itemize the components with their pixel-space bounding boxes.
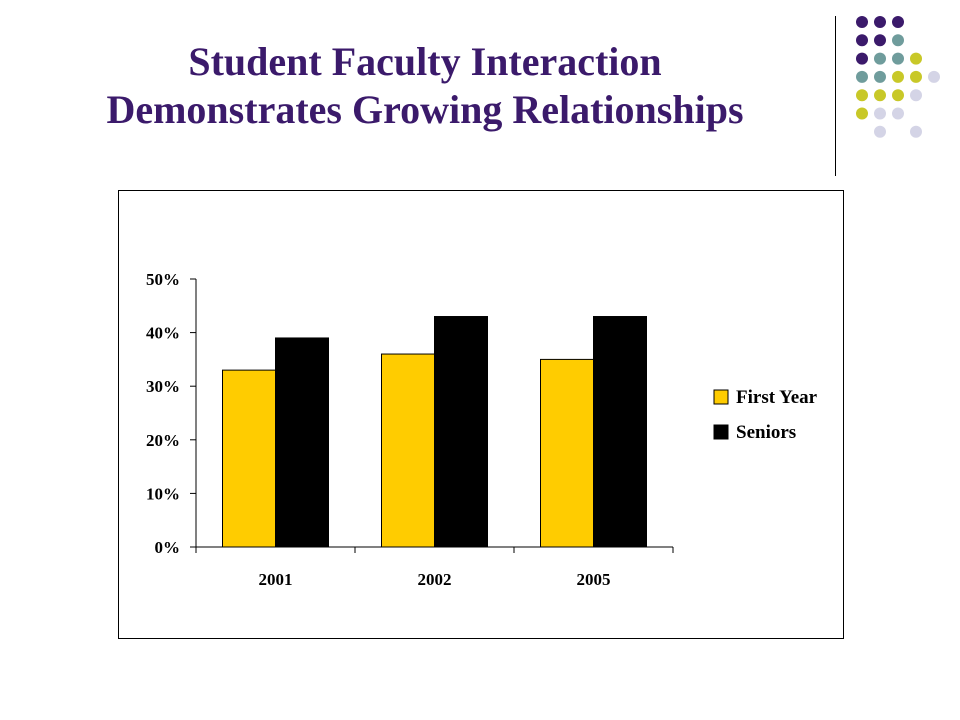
decorative-dot <box>856 52 868 65</box>
decorative-dot <box>856 70 868 83</box>
decorative-dot <box>892 107 904 120</box>
decorative-dot <box>892 52 904 65</box>
decorative-dot <box>856 16 868 28</box>
decorative-dot <box>874 70 886 83</box>
decorative-dot <box>856 89 868 102</box>
x-tick-label: 2005 <box>577 570 611 589</box>
decorative-dot <box>892 16 904 28</box>
y-tick-label: 50% <box>146 270 180 289</box>
bar-seniors-2001 <box>275 337 329 548</box>
x-tick-label: 2001 <box>259 570 293 589</box>
bar-seniors-2005 <box>593 316 647 548</box>
y-tick-label: 30% <box>146 377 180 396</box>
y-tick-label: 40% <box>146 324 180 343</box>
chart-frame: 0% 10% 20% 30% 40% 50% 2001 2002 2005 First Year S… <box>118 190 844 639</box>
decorative-dot <box>910 125 922 138</box>
decorative-dot <box>874 16 886 28</box>
y-tick-label: 0% <box>155 538 181 557</box>
decorative-dot <box>874 125 886 138</box>
y-tick-label: 20% <box>146 431 180 450</box>
bar-first-year-2002 <box>381 353 435 548</box>
bar-seniors-2002 <box>434 316 488 548</box>
legend-label: Seniors <box>736 422 796 443</box>
decorative-dot <box>910 52 922 65</box>
legend-swatch <box>713 389 729 405</box>
slide-title-line-2: Demonstrates Growing Relationships <box>106 87 744 132</box>
header-divider <box>835 16 836 176</box>
x-tick-label: 2002 <box>418 570 452 589</box>
decorative-dot <box>910 70 922 83</box>
decorative-dot <box>910 89 922 102</box>
decorative-dot <box>856 34 868 47</box>
legend-swatch <box>713 424 729 440</box>
legend-label: First Year <box>736 387 818 408</box>
decorative-dot <box>874 89 886 102</box>
decorative-dot <box>892 34 904 47</box>
decorative-dot <box>874 34 886 47</box>
bar-chart: 0% 10% 20% 30% 40% 50% 2001 2002 2005 First Year S… <box>146 270 818 589</box>
decorative-dot <box>856 107 868 120</box>
slide-title-line-1: Student Faculty Interaction <box>188 39 662 84</box>
bar-first-year-2005 <box>540 358 594 548</box>
decorative-dot <box>892 70 904 83</box>
decorative-dot <box>928 70 940 83</box>
y-tick-label: 10% <box>146 484 180 503</box>
decorative-dot <box>892 89 904 102</box>
decorative-dot <box>874 107 886 120</box>
slide-title: Student Faculty Interaction Demonstrates… <box>40 38 810 134</box>
decorative-dot <box>874 52 886 65</box>
bar-first-year-2001 <box>222 369 276 548</box>
